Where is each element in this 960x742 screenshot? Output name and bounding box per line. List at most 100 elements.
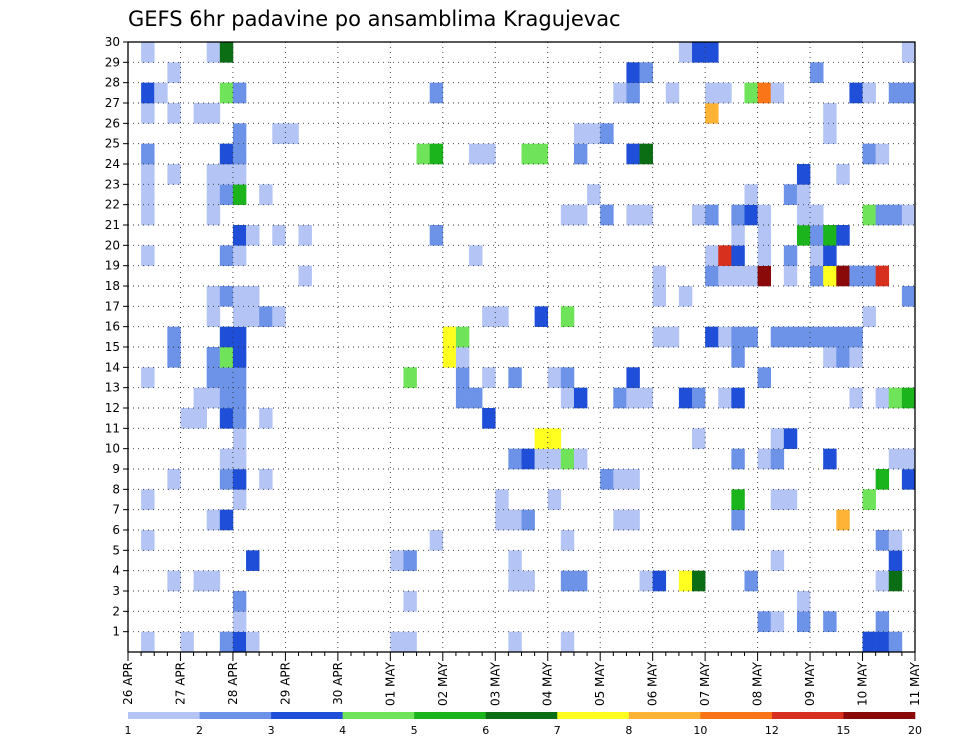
heatmap-cell [508,570,522,592]
x-tick-label: 05 MAY [593,661,607,706]
heatmap-cell [587,123,601,144]
heatmap-cell [219,408,234,429]
y-tick-label: 9 [112,462,120,476]
heatmap-cell [810,245,824,266]
heatmap-cell [744,204,758,226]
heatmap-cell [403,367,417,388]
heatmap-cell [246,286,260,307]
heatmap-cell [219,469,234,490]
heatmap-cell [705,265,719,287]
heatmap-cell [744,82,758,104]
heatmap-cell [141,164,155,185]
heatmap-cell [167,347,181,368]
colorbar-label: 5 [411,724,418,737]
heatmap-cell [901,204,916,226]
heatmap-cell [219,509,234,531]
heatmap-cell [246,550,260,571]
heatmap-cell [770,550,785,571]
x-tick-label: 03 MAY [488,661,502,706]
heatmap-cell [232,245,247,266]
heatmap-cell [232,408,247,429]
heatmap-cell [796,591,811,612]
heatmap-cell [783,326,798,348]
x-tick-label: 30 APR [331,662,345,705]
heatmap-cell [298,225,312,246]
heatmap-cell [665,82,680,104]
heatmap-cell [731,387,745,409]
heatmap-cell [232,448,247,470]
heatmap-cell [232,428,247,449]
colorbar-segment [128,712,200,719]
heatmap-cell [232,631,247,653]
heatmap-cell [888,631,903,653]
x-tick-label: 07 MAY [698,661,712,706]
y-tick-label: 2 [112,604,120,618]
heatmap-cell [141,489,155,510]
heatmap-cell [810,326,824,348]
heatmap-cell [285,123,299,144]
heatmap-cell [390,631,404,653]
heatmap-cell [482,408,496,429]
heatmap-cell [744,265,758,287]
heatmap-cell [836,326,850,348]
y-tick-label: 19 [105,259,120,273]
heatmap-cell [600,204,614,226]
heatmap-cell [469,387,483,409]
heatmap-cell [508,631,522,653]
y-tick-label: 18 [105,279,120,293]
heatmap-cell [167,103,181,124]
heatmap-cell [521,509,535,531]
heatmap-cell [455,387,470,409]
colorbar-segment [557,712,630,719]
x-tick-label: 06 MAY [646,661,660,706]
heatmap-cell [823,103,837,124]
colorbar-label: 10 [693,724,707,737]
y-tick-label: 24 [105,157,120,171]
heatmap-cell [167,326,181,348]
heatmap-cell [246,631,260,653]
heatmap-cell [836,265,850,287]
heatmap-cell [770,82,785,104]
heatmap-cell [455,326,470,348]
heatmap-cell [901,469,916,490]
heatmap-cell [613,387,627,409]
heatmap-cell [219,82,234,104]
colorbar-segment [628,712,701,719]
heatmap-cell [770,611,785,632]
heatmap-cell [193,103,207,124]
heatmap-cell [508,448,522,470]
heatmap-cell [206,42,221,63]
heatmap-cell [219,164,234,185]
y-tick-label: 3 [112,584,120,598]
heatmap-cell [770,326,785,348]
heatmap-cell [232,143,247,165]
heatmap-cell [731,265,745,287]
heatmap-cell [849,387,863,409]
heatmap-cell [232,164,247,185]
heatmap-cell [167,62,181,83]
heatmap-cell [875,631,890,653]
heatmap-cell [495,509,509,531]
heatmap-cell [901,42,916,63]
heatmap-cell [219,184,234,205]
heatmap-cell [206,570,221,592]
x-tick-label: 04 MAY [541,661,555,706]
heatmap-cell [573,387,588,409]
y-tick-label: 20 [105,238,120,252]
heatmap-cell [547,489,562,510]
heatmap-cell [232,347,247,368]
heatmap-cell [692,428,706,449]
x-tick-label: 27 APR [173,662,187,705]
heatmap-cell [849,347,863,368]
heatmap-cell [534,428,549,449]
heatmap-cell [482,367,496,388]
heatmap-cell [508,509,522,531]
heatmap-cell [678,286,693,307]
heatmap-cell [560,448,575,470]
heatmap-cell [141,367,155,388]
x-tick-label: 01 MAY [383,661,397,706]
heatmap-cell [783,245,798,266]
heatmap-cell [429,530,444,551]
heatmap-cell [652,265,667,287]
heatmap-cell [783,428,798,449]
